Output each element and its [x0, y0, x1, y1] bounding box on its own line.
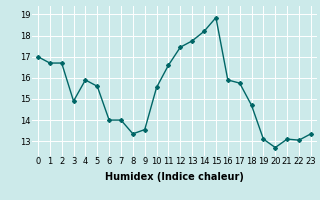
X-axis label: Humidex (Indice chaleur): Humidex (Indice chaleur): [105, 172, 244, 182]
